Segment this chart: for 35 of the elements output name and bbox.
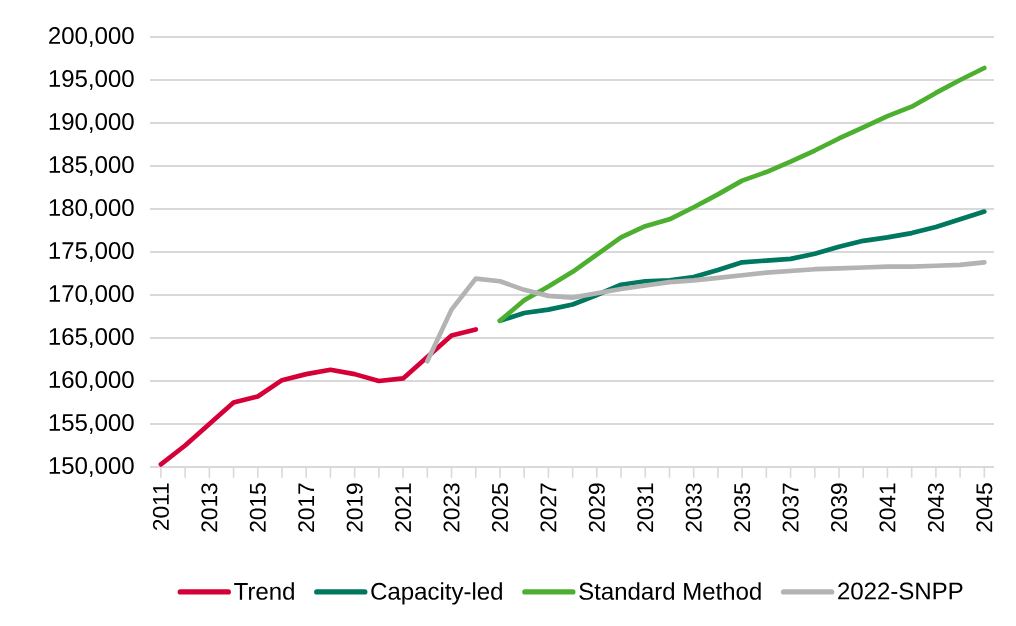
x-tick-label: 2021	[395, 483, 412, 532]
x-tick-label: 2029	[588, 483, 605, 532]
x-tick-label: 2019	[346, 483, 363, 532]
x-tick-label: 2033	[685, 483, 702, 532]
y-tick-label: 200,000	[49, 27, 134, 47]
legend-label: 2022-SNPP	[838, 582, 963, 600]
x-tick-label: 2041	[879, 483, 896, 532]
line-series	[158, 327, 479, 467]
x-tick-label: 2037	[782, 483, 799, 532]
y-tick-label: 195,000	[49, 70, 134, 90]
x-tick-label: 2043	[927, 483, 944, 532]
x-tick-label: 2015	[249, 483, 266, 532]
x-tick-label: 2011	[152, 483, 169, 530]
y-tick-label: 170,000	[49, 285, 134, 305]
legend-label: Capacity-led	[371, 582, 502, 605]
legend-label: Standard Method	[579, 582, 761, 600]
y-tick-label: 160,000	[49, 371, 134, 391]
y-tick-label: 165,000	[49, 328, 134, 348]
x-tick-label: 2039	[830, 483, 848, 532]
y-tick-label: 190,000	[49, 113, 134, 133]
x-tick-label: 2031	[637, 483, 654, 532]
x-tick-label: 2023	[443, 483, 460, 532]
y-tick-label: 180,000	[49, 199, 134, 219]
x-tick-label: 2017	[298, 483, 315, 532]
x-tick-label: 2027	[540, 483, 557, 532]
x-tick-label: 2025	[491, 483, 508, 532]
legend-label: Trend	[234, 582, 294, 600]
x-tick-label: 2035	[734, 483, 751, 532]
y-tick-label: 155,000	[49, 414, 134, 434]
y-tick-label: 150,000	[49, 457, 134, 477]
y-tick-label: 185,000	[49, 156, 134, 176]
y-tick-label: 175,000	[49, 242, 134, 262]
x-tick-label: 2045	[976, 483, 993, 532]
line-series	[497, 65, 987, 324]
x-tick-label: 2013	[201, 483, 218, 532]
